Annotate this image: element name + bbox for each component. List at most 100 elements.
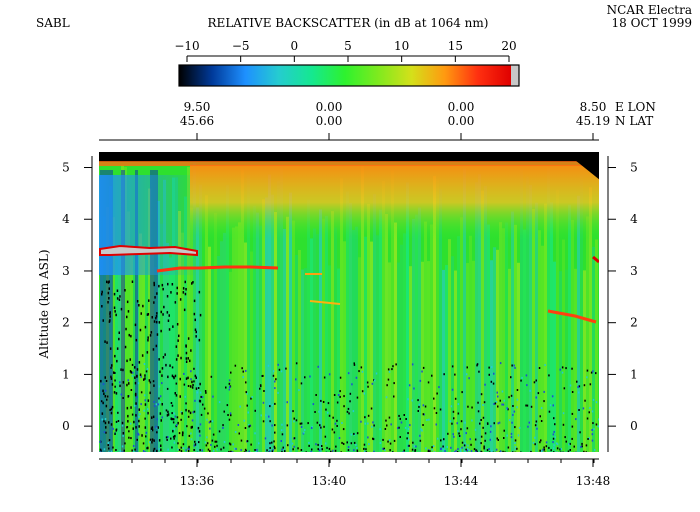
noise-speck: [143, 378, 145, 381]
date-label: 18 OCT 1999: [611, 16, 692, 30]
noise-speck: [593, 428, 595, 431]
noise-speck: [550, 449, 552, 452]
noise-speck: [100, 449, 102, 452]
noise-speck: [115, 313, 117, 317]
noise-speck: [492, 451, 494, 452]
noise-speck: [350, 433, 353, 436]
noise-speck: [542, 451, 544, 452]
noise-speck: [195, 376, 197, 379]
noise-speck: [494, 402, 497, 405]
texture-stripe: [382, 181, 385, 452]
noise-speck: [137, 382, 140, 385]
noise-speck: [514, 446, 517, 449]
noise-speck: [110, 423, 113, 426]
noise-speck: [166, 414, 169, 417]
noise-speck: [391, 368, 393, 371]
texture-stripe: [244, 242, 247, 452]
texture-stripe: [571, 219, 574, 452]
noise-speck: [131, 413, 134, 416]
noise-speck: [103, 392, 105, 395]
noise-speck: [353, 432, 355, 435]
texture-stripe: [412, 218, 415, 452]
noise-speck: [153, 447, 156, 450]
noise-speck: [160, 419, 162, 422]
noise-speck: [99, 448, 102, 451]
noise-speck: [139, 373, 142, 376]
noise-speck: [120, 393, 123, 396]
noise-speck: [418, 405, 420, 408]
texture-stripe: [586, 216, 589, 452]
noise-speck: [170, 402, 173, 404]
noise-speck: [269, 420, 271, 423]
noise-speck: [454, 397, 457, 400]
noise-speck: [363, 447, 365, 450]
texture-stripe: [253, 205, 256, 452]
noise-speck: [228, 450, 230, 452]
noise-speck: [244, 448, 247, 451]
noise-speck: [527, 425, 529, 428]
colorbar-frame: [178, 64, 520, 87]
noise-speck: [589, 407, 591, 409]
noise-speck: [233, 447, 236, 450]
noise-speck: [563, 387, 566, 390]
y-tick-label: 3: [62, 264, 70, 278]
noise-speck: [166, 295, 169, 298]
noise-speck: [405, 418, 407, 420]
noise-speck: [318, 449, 321, 452]
noise-speck: [482, 426, 484, 429]
noise-speck: [470, 443, 472, 446]
texture-stripe: [460, 217, 463, 452]
colorbar-tick-label: 15: [448, 39, 463, 53]
texture-stripe: [337, 268, 340, 452]
noise-speck: [274, 431, 276, 434]
noise-speck: [385, 419, 387, 422]
noise-speck: [343, 395, 345, 398]
noise-speck: [588, 437, 590, 440]
noise-speck: [187, 385, 190, 387]
y-tick-label: 2: [62, 316, 70, 330]
noise-speck: [172, 435, 175, 438]
noise-speck: [104, 421, 107, 425]
noise-speck: [591, 433, 594, 436]
noise-speck: [169, 364, 171, 367]
noise-speck: [188, 445, 190, 449]
noise-speck: [220, 448, 222, 451]
noise-speck: [113, 292, 116, 296]
noise-speck: [513, 364, 515, 367]
texture-stripe: [454, 270, 457, 452]
noise-speck: [122, 432, 125, 435]
noise-speck: [360, 366, 363, 369]
noise-speck: [109, 312, 111, 316]
noise-speck: [514, 451, 516, 452]
noise-speck: [514, 442, 516, 444]
noise-speck: [342, 442, 345, 445]
noise-speck: [110, 377, 113, 380]
texture-stripe: [424, 221, 427, 452]
noise-speck: [379, 442, 382, 444]
noise-speck: [153, 439, 155, 442]
texture-stripe: [313, 228, 316, 452]
noise-speck: [126, 406, 129, 410]
noise-speck: [248, 450, 250, 452]
texture-stripe: [232, 227, 235, 452]
noise-speck: [175, 394, 178, 397]
noise-speck: [497, 439, 499, 441]
noise-speck: [307, 422, 309, 425]
noise-speck: [151, 416, 153, 419]
noise-speck: [281, 423, 283, 426]
noise-speck: [159, 395, 162, 398]
noise-speck: [595, 423, 598, 426]
noise-speck: [177, 442, 179, 445]
noise-speck: [407, 398, 409, 401]
noise-speck: [271, 404, 274, 407]
noise-speck: [595, 401, 598, 404]
noise-speck: [373, 379, 376, 382]
noise-speck: [561, 366, 564, 369]
texture-stripe: [529, 185, 532, 452]
noise-speck: [176, 286, 178, 290]
noise-speck: [162, 356, 165, 359]
noise-speck: [250, 397, 252, 400]
noise-speck: [544, 364, 546, 366]
noise-speck: [185, 360, 188, 363]
noise-speck: [103, 448, 106, 451]
